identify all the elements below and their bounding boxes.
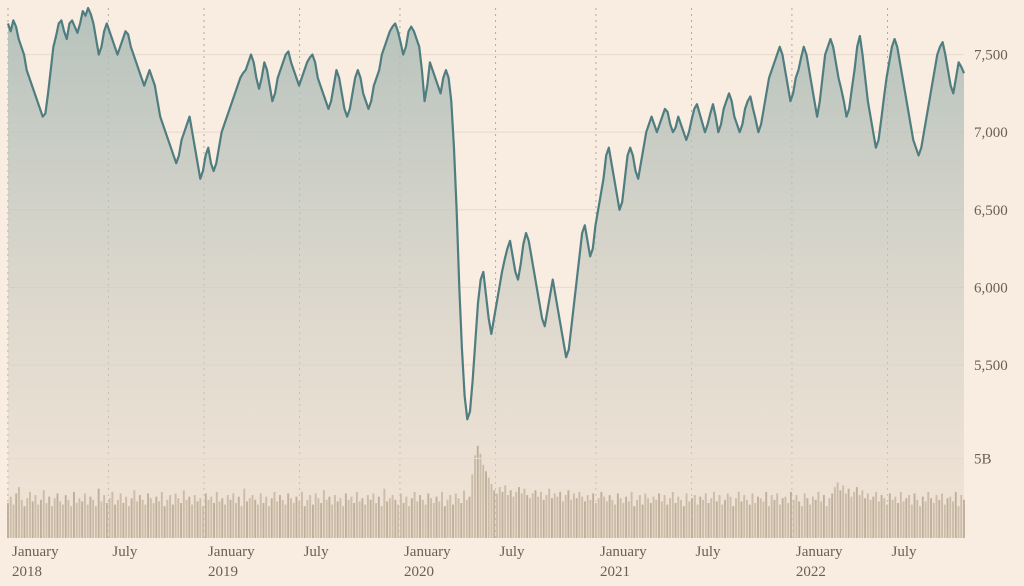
x-axis-month-label: January	[12, 544, 59, 560]
x-axis-month-label: January	[404, 544, 451, 560]
y-axis-tick-label: 7,500	[974, 48, 1008, 64]
y-axis-tick-label: 7,000	[974, 125, 1008, 141]
y-axis-tick-label: 6,000	[974, 280, 1008, 296]
x-axis-year-label: 2018	[12, 564, 42, 580]
x-axis-month-label: July	[696, 544, 722, 560]
x-axis-month-label: July	[304, 544, 330, 560]
stock-chart: 5,500 6,000 6,500 7,000 7,500 January 2018 July…	[0, 0, 1024, 586]
x-axis-year-label: 2019	[208, 564, 238, 580]
x-axis-year-label: 2022	[796, 564, 826, 580]
x-axis-month-label: January	[208, 544, 255, 560]
x-axis-year-label: 2021	[600, 564, 630, 580]
x-axis-month-label: January	[600, 544, 647, 560]
x-axis-month-label: January	[796, 544, 843, 560]
x-axis-month-label: July	[112, 544, 138, 560]
x-axis-month-label: July	[500, 544, 526, 560]
x-axis-year-label: 2020	[404, 564, 434, 580]
x-axis-month-label: July	[892, 544, 918, 560]
volume-axis-tick-label: 5B	[974, 452, 992, 468]
y-axis-tick-label: 5,500	[974, 358, 1008, 374]
y-axis-tick-label: 6,500	[974, 203, 1008, 219]
